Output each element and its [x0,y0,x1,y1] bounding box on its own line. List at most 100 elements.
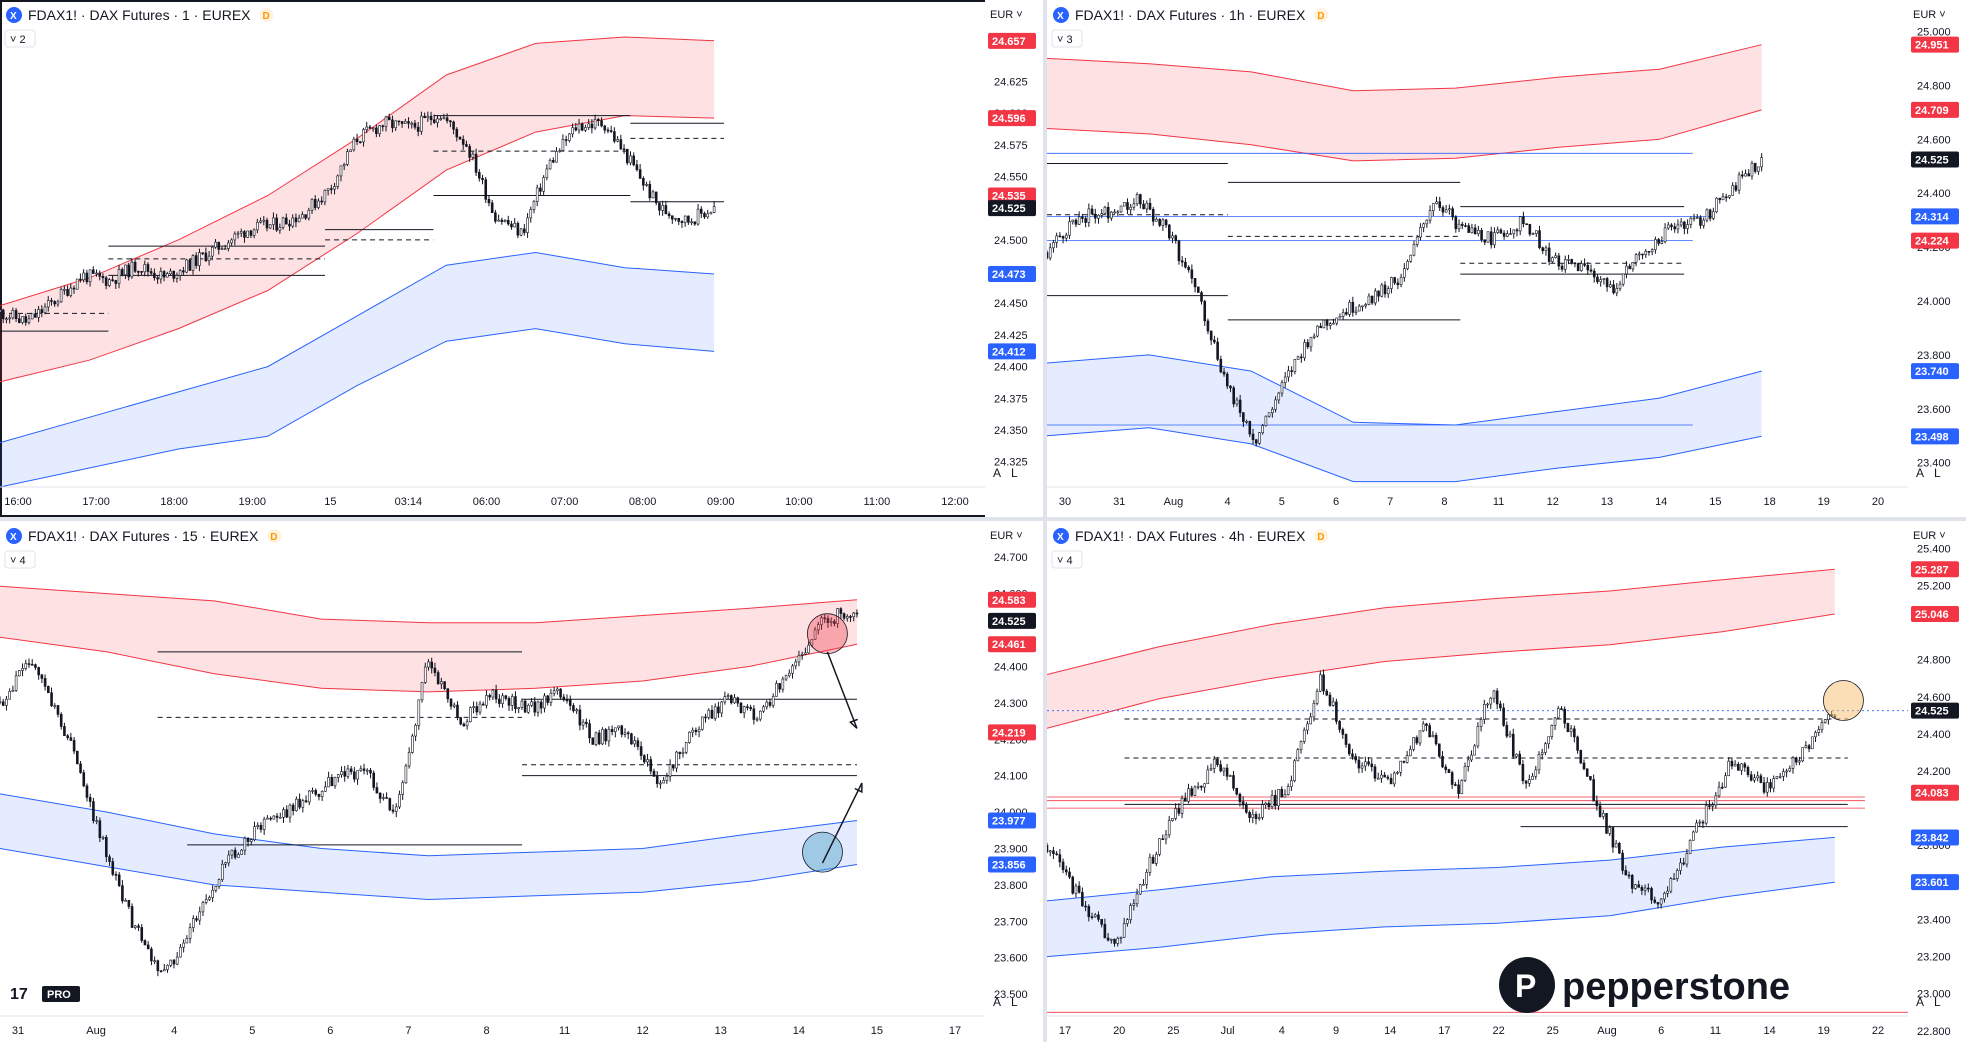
auto-scale-button[interactable]: A [1916,466,1924,480]
price-bar-body [423,115,426,119]
price-bar-body [127,900,131,907]
panel-divider-horizontal[interactable] [0,517,1966,521]
price-bar-body [1190,269,1194,279]
price-bar-body [577,123,581,131]
price-badge [1911,36,1959,53]
chart-svg[interactable]: 24.62524.60024.57524.55024.50024.47524.4… [0,0,1043,517]
price-bar-body [1502,232,1506,237]
price-bar-body [1386,776,1390,779]
price-bar-body [1466,759,1470,767]
price-bar-body [1055,853,1058,855]
price-bar-body [1827,714,1830,720]
highlight-circle-drawing[interactable] [807,613,848,655]
currency-selector[interactable]: EUR ˅ [990,530,1023,542]
price-badge-label: 24.596 [992,113,1026,125]
price-badge [1911,702,1959,719]
price-bar-body [609,130,613,132]
currency-selector[interactable]: EUR ˅ [990,9,1023,21]
price-bar-body [1409,749,1412,756]
price-bar-body [1489,697,1493,705]
price-bar-body [82,272,85,281]
price-bar-body [194,255,198,266]
indicator-toggle[interactable] [1051,29,1083,48]
price-bar-body [1312,335,1316,338]
currency-selector[interactable]: EUR ˅ [1913,9,1946,21]
chart-panel-1m[interactable]: 24.62524.60024.57524.55024.50024.47524.4… [0,0,1043,517]
chart-svg[interactable]: 24.70024.60024.40024.30024.20024.10024.0… [0,521,1043,1042]
symbol-title[interactable]: FDAX1! · DAX Futures · 1 · EUREX [28,7,251,23]
price-bar-body [590,123,594,129]
log-scale-button[interactable]: L [1011,995,1018,1009]
symbol-title[interactable]: FDAX1! · DAX Futures · 1h · EUREX [1075,7,1306,23]
log-scale-button[interactable]: L [1934,466,1941,480]
price-bar-body [643,755,646,763]
price-bar-body [446,688,450,700]
price-axis-tick: 24.400 [994,362,1028,374]
log-scale-button[interactable]: L [1934,995,1941,1009]
highlight-circle-drawing[interactable] [1823,680,1864,721]
price-bar-body [626,732,630,735]
log-scale-button[interactable]: L [1011,466,1018,480]
price-bar-body [1762,782,1766,793]
price-bar-body [1158,218,1161,226]
price-bar-body [407,121,410,124]
chart-panel-1h[interactable]: 25.00024.80024.60024.40024.20024.00023.8… [1047,0,1966,517]
panel-divider-vertical[interactable] [1043,0,1047,1042]
price-bar-body [510,696,514,706]
price-axis-tick: 24.425 [994,330,1028,342]
highlight-circle-drawing[interactable] [802,831,843,873]
price-bar-body [1409,254,1413,262]
indicator-toggle[interactable] [1051,550,1083,569]
price-bar-body [355,138,359,143]
auto-scale-button[interactable]: A [1916,995,1924,1009]
indicator-toggle[interactable] [4,29,36,48]
arrow-drawing[interactable] [826,651,858,729]
time-axis-tick: 7 [405,1025,411,1037]
price-bar-body [1403,268,1406,278]
price-bar-body [1682,862,1685,865]
price-bar-body [59,289,63,303]
price-bar-body [539,187,542,192]
delayed-data-badge [259,8,274,22]
auto-scale-button[interactable]: A [993,466,1001,480]
price-bar-body [1364,304,1367,307]
auto-scale-button[interactable]: A [993,995,1001,1009]
price-bar-body [1135,893,1139,905]
price-bar-body [311,790,314,792]
price-bar-body [461,139,465,145]
price-bar-body [1319,325,1322,329]
chart-svg[interactable]: 25.00024.80024.60024.40024.20024.00023.8… [1047,0,1966,517]
price-bar-body [278,817,282,819]
price-bar-body [101,276,105,279]
time-axis-tick: 6 [1658,1025,1664,1037]
symbol-title[interactable]: FDAX1! · DAX Futures · 4h · EUREX [1075,528,1306,544]
time-axis-tick: 12:00 [941,496,969,508]
price-bar-body [265,219,269,229]
price-bar-body [1505,725,1509,737]
price-axis[interactable] [1908,521,1966,1042]
arrow-drawing[interactable] [821,782,863,864]
price-bar-body [88,269,92,283]
price-bar-body [630,733,633,745]
currency-selector[interactable]: EUR ˅ [1913,530,1946,542]
price-bar-body [665,775,669,781]
indicator-toggle[interactable] [4,550,36,569]
price-bar-body [733,697,736,704]
symbol-logo-icon [1053,7,1069,23]
price-bar-body [1222,371,1226,375]
time-axis-tick: 8 [1441,496,1447,508]
price-bar-body [1354,310,1358,313]
price-bar-body [1322,319,1326,329]
chart-panel-15m[interactable]: 24.70024.60024.40024.30024.20024.10024.0… [0,521,1043,1042]
lower-band-fill [0,793,857,900]
price-axis[interactable] [985,0,1043,517]
price-axis[interactable] [985,521,1043,1042]
price-bar-body [1142,203,1145,210]
price-bar-body [639,746,643,756]
symbol-title[interactable]: FDAX1! · DAX Futures · 15 · EUREX [28,528,259,544]
chart-svg[interactable]: 25.400 25.200 24.800 24.600 24.400 24.200 23.8… [1047,521,1966,1042]
chart-panel-4h[interactable]: 25.400 25.200 24.800 24.600 24.400 24.200 23.8… [1047,521,1966,1042]
lower-band-fill [1047,837,1835,957]
price-bar-body [710,709,714,719]
price-bar-body [587,123,590,128]
